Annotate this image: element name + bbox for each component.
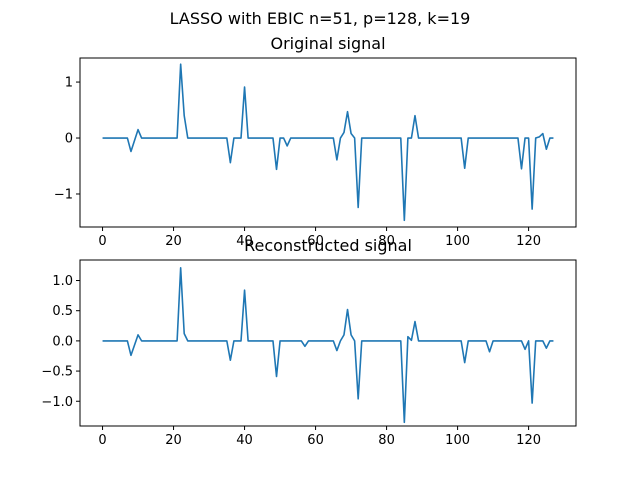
reconstructed-signal-y-tick-label: −0.5 [41, 365, 73, 380]
reconstructed-signal-y-tick-label: 1.0 [52, 274, 73, 289]
original-signal-x-tick-label: 100 [445, 234, 470, 249]
original-signal-y-tick-label: 0 [65, 132, 73, 147]
original-signal-series-line [102, 63, 554, 222]
figure-suptitle: LASSO with EBIC n=51, p=128, k=19 [170, 9, 471, 28]
reconstructed-signal-series-line [102, 267, 554, 424]
reconstructed-signal-y-tick-label: −1.0 [41, 395, 73, 410]
original-signal-x-tick-label: 0 [98, 234, 106, 249]
original-signal-y-tick-label: −1 [54, 187, 73, 202]
original-signal-x-tick-label: 20 [165, 234, 182, 249]
reconstructed-signal-x-tick-label: 40 [236, 433, 253, 448]
reconstructed-signal-y-tick-label: 0.0 [52, 334, 73, 349]
reconstructed-signal-x-tick-label: 120 [516, 433, 541, 448]
reconstructed-signal-x-tick-label: 20 [165, 433, 182, 448]
reconstructed-signal-x-tick-label: 100 [445, 433, 470, 448]
original-signal-axes-frame [79, 57, 577, 228]
original-signal-title: Original signal [270, 34, 385, 53]
original-signal-y-tick-label: 1 [65, 76, 73, 91]
original-signal-x-tick-label: 40 [236, 234, 253, 249]
reconstructed-signal-title: Reconstructed signal [244, 236, 412, 255]
original-signal-x-tick-label: 120 [516, 234, 541, 249]
original-signal-panel: Original signal 0 20 40 60 80 100 120 −1 0 1 [54, 34, 577, 249]
original-signal-x-tick-label: 80 [378, 234, 395, 249]
reconstructed-signal-x-tick-label: 60 [307, 433, 324, 448]
reconstructed-signal-x-tick-label: 80 [378, 433, 395, 448]
reconstructed-signal-axes-frame [79, 259, 577, 427]
original-signal-x-tick-label: 60 [307, 234, 324, 249]
reconstructed-signal-panel: 0 20 40 60 80 100 120 −1.0 −0.5 0.0 0.5 1.0 [41, 259, 577, 448]
reconstructed-signal-x-tick-label: 0 [98, 433, 106, 448]
reconstructed-signal-y-tick-label: 0.5 [52, 304, 73, 319]
